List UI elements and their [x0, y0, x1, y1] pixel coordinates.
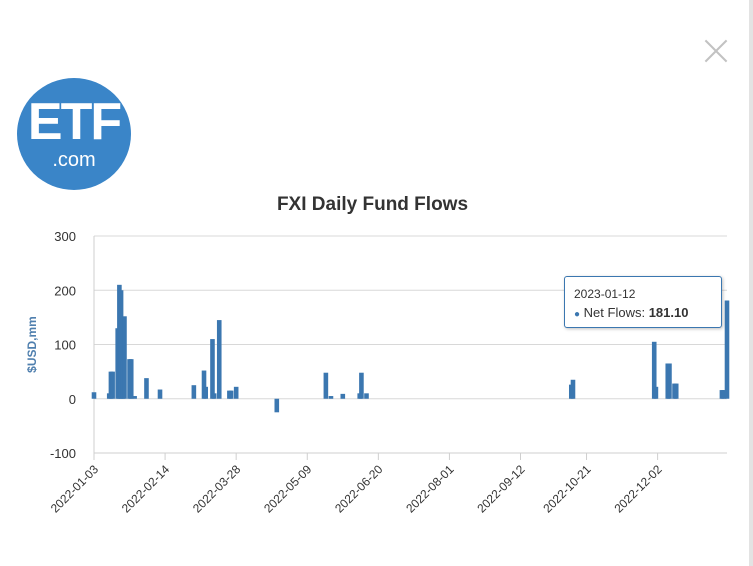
flow-bar [191, 385, 197, 399]
x-tick-label: 2022-08-01 [403, 462, 457, 516]
y-tick-label: 0 [69, 392, 76, 407]
flow-bar [364, 393, 369, 399]
flow-bar [157, 389, 163, 399]
flow-bar [653, 386, 659, 399]
flow-bar [274, 398, 280, 413]
etf-logo: ETF .com [17, 78, 131, 190]
flow-bar [673, 383, 679, 399]
flow-bar [91, 392, 97, 399]
y-tick-label: 200 [54, 283, 76, 298]
flow-bar [211, 393, 217, 399]
flow-bar [110, 371, 115, 399]
y-axis-title: $USD,mm [25, 316, 39, 373]
flow-bar [122, 316, 127, 399]
x-tick-label: 2022-01-03 [48, 462, 102, 516]
y-tick-label: 100 [54, 338, 76, 353]
flow-bar [724, 300, 730, 399]
x-tick-label: 2022-05-09 [261, 462, 315, 516]
tooltip-value: 181.10 [648, 305, 689, 320]
y-tick-label: 300 [54, 229, 76, 244]
logo-main-text: ETF [27, 93, 122, 151]
modal-edge [749, 0, 753, 566]
flow-bar [651, 341, 657, 399]
flow-bar [721, 390, 726, 399]
x-tick-label: 2022-03-28 [190, 462, 244, 516]
x-tick-label: 2022-06-20 [332, 462, 386, 516]
flow-bar [228, 390, 234, 399]
tooltip-series-label: Net Flows: [583, 305, 646, 320]
flow-bar [203, 386, 209, 399]
flow-bar [233, 386, 239, 399]
flow-bar [210, 339, 215, 399]
flow-bar [667, 363, 672, 399]
x-tick-label: 2022-10-21 [540, 462, 594, 516]
chart-title: FXI Daily Fund Flows [276, 194, 469, 215]
flow-bar [132, 396, 137, 399]
x-tick-label: 2022-09-12 [474, 462, 528, 516]
flow-bar [201, 370, 207, 399]
chart-tooltip: 2023-01-12 ● Net Flows: 181.10 [564, 276, 722, 328]
tooltip-row: ● Net Flows: 181.10 [574, 305, 688, 320]
x-tick-label: 2022-12-02 [611, 462, 665, 516]
y-tick-label: -100 [50, 446, 76, 461]
flow-bar [216, 320, 222, 399]
flow-bar [118, 290, 124, 399]
flow-bar [144, 378, 149, 399]
flow-bar [340, 393, 346, 399]
x-tick-label: 2022-02-14 [119, 462, 173, 516]
tooltip-date: 2023-01-12 [574, 287, 636, 301]
tooltip-series-dot: ● [574, 309, 581, 320]
flow-bar [323, 372, 329, 399]
flow-bar [328, 396, 334, 399]
logo-sub-text: .com [52, 149, 96, 171]
flow-bar [570, 379, 576, 399]
flow-bar [128, 359, 134, 399]
flow-bar [359, 372, 364, 399]
